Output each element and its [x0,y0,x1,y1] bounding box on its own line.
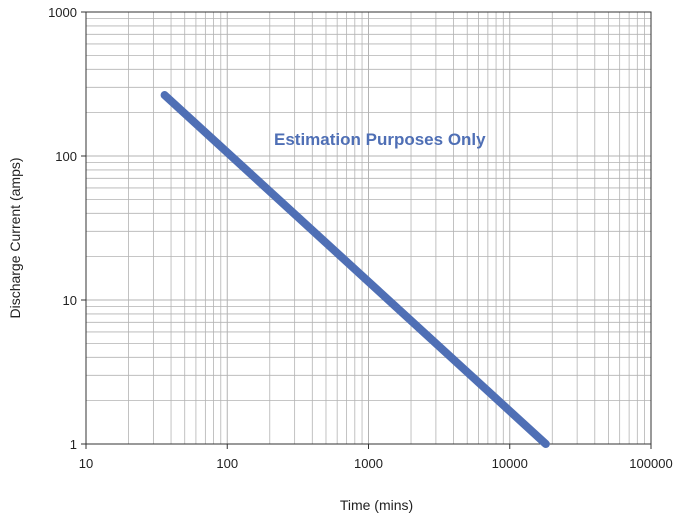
y-tick-label: 1000 [48,5,77,20]
y-axis-label: Discharge Current (amps) [7,157,23,318]
x-tick-label: 100 [216,456,238,471]
x-axis-label: Time (mins) [340,497,413,513]
annotation-estimation: Estimation Purposes Only [274,130,486,149]
series-line [160,91,550,448]
x-tick-label: 10000 [492,456,528,471]
y-tick-label: 10 [63,293,77,308]
x-tick-label: 1000 [354,456,383,471]
x-tick-labels: 10 100 1000 10000 100000 [79,444,673,471]
grid [86,12,651,444]
x-tick-label: 10 [79,456,93,471]
y-tick-label: 100 [55,149,77,164]
y-tick-labels: 1 10 100 1000 [48,5,86,452]
series [160,91,550,448]
y-tick-label: 1 [70,437,77,452]
x-tick-label: 100000 [629,456,672,471]
